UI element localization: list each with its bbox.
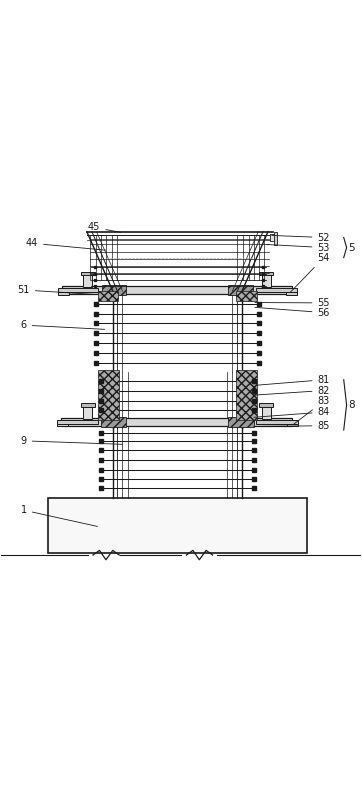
Text: 6: 6 [21, 320, 105, 330]
Text: 83: 83 [294, 396, 330, 424]
Text: 8: 8 [348, 400, 355, 410]
Bar [228, 417, 253, 427]
Bar [236, 370, 257, 420]
Bar [270, 233, 276, 241]
Bar [102, 285, 126, 295]
Bar [61, 418, 292, 426]
Bar [62, 286, 292, 294]
Bar [274, 232, 277, 245]
Bar [83, 273, 92, 287]
Text: 52: 52 [272, 233, 330, 242]
Bar [256, 287, 297, 292]
Bar [98, 291, 118, 301]
Text: 55: 55 [255, 298, 330, 308]
Bar [256, 420, 298, 424]
Bar [98, 370, 119, 420]
Bar [287, 423, 298, 426]
Bar [259, 403, 273, 407]
Bar [262, 405, 271, 418]
Bar [48, 498, 307, 553]
Bar [262, 273, 271, 287]
Bar [57, 423, 68, 426]
Text: 1: 1 [21, 505, 97, 526]
Text: 85: 85 [254, 421, 330, 430]
Bar [259, 272, 273, 275]
Text: 54: 54 [290, 252, 330, 293]
Text: 84: 84 [254, 407, 330, 418]
Bar [81, 403, 95, 407]
Bar [81, 272, 95, 275]
Text: 81: 81 [256, 375, 330, 385]
Bar [58, 287, 98, 292]
Text: 53: 53 [266, 242, 330, 252]
Text: 5: 5 [348, 242, 355, 252]
Bar [101, 417, 126, 427]
Text: 44: 44 [26, 238, 106, 250]
Text: 82: 82 [256, 386, 330, 395]
Text: 51: 51 [17, 285, 95, 295]
Bar [57, 420, 98, 424]
Text: 56: 56 [255, 307, 330, 318]
Bar [228, 285, 253, 295]
Bar [286, 291, 297, 295]
Bar [83, 405, 92, 418]
Text: 45: 45 [88, 222, 121, 233]
Bar [236, 291, 257, 301]
Bar [58, 291, 69, 295]
Text: 9: 9 [21, 436, 123, 445]
